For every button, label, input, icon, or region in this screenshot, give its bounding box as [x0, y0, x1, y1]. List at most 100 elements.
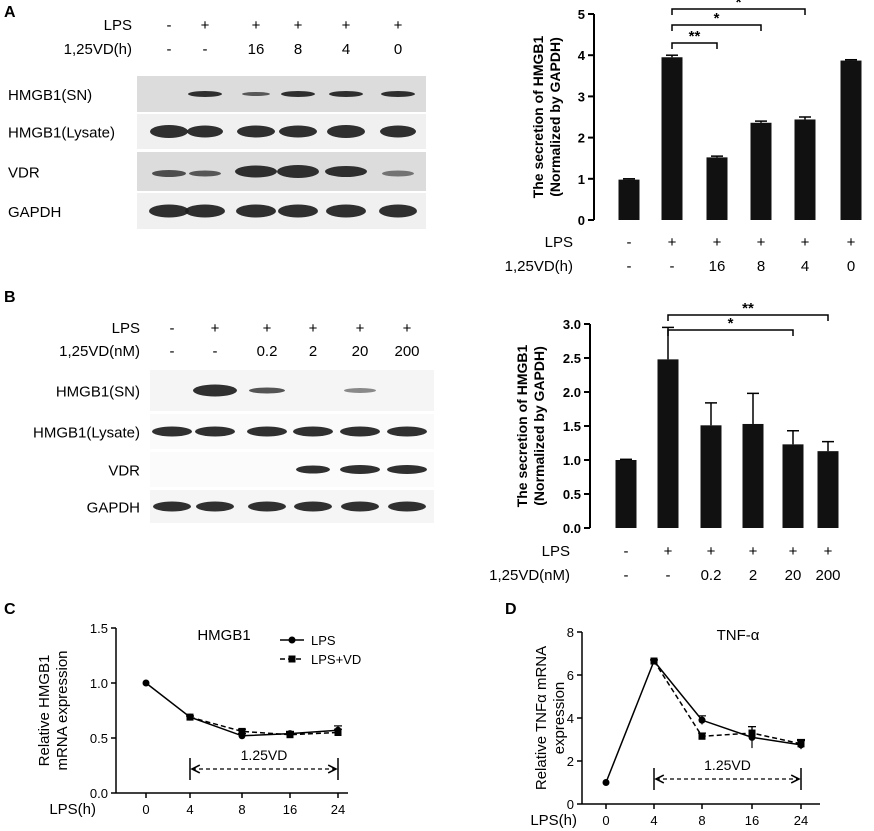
significance-bracket	[671, 8, 806, 15]
blot-band	[277, 165, 319, 178]
category-value: +	[847, 234, 856, 251]
blot-band	[189, 170, 221, 177]
bar	[750, 122, 772, 220]
blot-treatment-label: LPS	[112, 320, 140, 337]
blot-lane-value: +	[252, 17, 261, 34]
category-value: 16	[709, 258, 726, 275]
blot-lane-value: +	[356, 320, 365, 337]
bar	[817, 451, 839, 528]
blot-lane-value: +	[263, 320, 272, 337]
x-tick-label: 0	[602, 813, 609, 828]
y-axis-label: (Normalized by GAPDH)	[531, 346, 547, 505]
category-value: +	[749, 543, 758, 560]
blot-band	[248, 501, 286, 512]
western-blot-b: LPS - + + + + +1,25VD(nM) - - 0.2 2 20 200 HMGB1(SN) H…	[33, 320, 434, 523]
bar	[615, 460, 637, 528]
blot-band	[329, 91, 363, 97]
blot-lane-value: 2	[309, 343, 317, 360]
blot-band-label: VDR	[8, 165, 40, 182]
y-axis-label: The secretion of HMGB1	[530, 36, 546, 199]
y-tick-label: 0	[567, 797, 574, 812]
category-value: +	[801, 234, 810, 251]
significance-bracket	[667, 314, 829, 321]
blot-band	[195, 426, 235, 437]
blot-band-label: HMGB1(Lysate)	[33, 425, 140, 442]
category-value: 2	[749, 567, 757, 584]
blot-band	[381, 91, 415, 97]
blot-band	[326, 204, 366, 218]
category-value: -	[666, 567, 671, 584]
blot-strip	[150, 370, 434, 411]
blot-band	[279, 125, 317, 138]
blot-band-label: VDR	[108, 463, 140, 480]
y-tick-label: 3	[578, 89, 585, 104]
blot-band-label: HMGB1(Lysate)	[8, 125, 115, 142]
panel-c-letter: C	[4, 601, 16, 618]
y-tick-label: 5	[578, 7, 585, 22]
data-point	[334, 729, 342, 736]
bar	[840, 60, 862, 220]
category-value: 20	[785, 567, 802, 584]
blot-band	[296, 465, 330, 474]
y-axis-label: expression	[551, 682, 568, 755]
bar	[742, 423, 764, 528]
category-value: +	[707, 543, 716, 560]
data-point	[602, 779, 610, 786]
data-point	[797, 740, 805, 748]
blot-treatment-label: 1,25VD(h)	[64, 41, 132, 58]
blot-lane-value: +	[309, 320, 318, 337]
blot-band	[237, 125, 275, 138]
blot-lane-value: -	[213, 343, 218, 360]
blot-lane-value: +	[403, 320, 412, 337]
data-point	[286, 731, 294, 739]
blot-lane-value: +	[294, 17, 303, 34]
blot-band	[379, 204, 417, 218]
bar	[706, 157, 728, 220]
significance-mark: **	[689, 28, 701, 45]
blot-band	[294, 501, 332, 512]
blot-band	[150, 125, 188, 138]
bar	[618, 179, 640, 220]
blot-band	[325, 166, 367, 177]
data-point	[186, 713, 194, 721]
bar	[794, 119, 816, 220]
blot-band	[247, 426, 287, 437]
legend-marker	[288, 655, 296, 663]
blot-treatment-label: 1,25VD(nM)	[59, 343, 140, 360]
x-axis-label: LPS(h)	[530, 812, 577, 829]
category-row-label: LPS	[542, 543, 570, 560]
blot-band	[185, 204, 225, 218]
bar	[700, 425, 722, 528]
y-axis-label: mRNA expression	[54, 650, 71, 770]
blot-band	[149, 204, 189, 218]
y-tick-label: 0.5	[90, 731, 108, 746]
blot-band	[281, 91, 315, 97]
category-value: -	[624, 543, 629, 560]
x-axis-label: LPS(h)	[49, 801, 96, 818]
blot-band	[344, 388, 376, 393]
blot-band	[327, 125, 365, 138]
line-chart-c: 0.0 0.5 1.0 1.5 0 4 8 16 24 LPS(h) Relative HMGB1 m…	[36, 621, 361, 818]
y-tick-label: 3.0	[563, 317, 581, 332]
y-tick-label: 2	[578, 131, 585, 146]
blot-band	[387, 426, 427, 437]
x-tick-label: 16	[745, 813, 759, 828]
x-tick-label: 24	[794, 813, 808, 828]
blot-band	[387, 465, 427, 474]
category-value: 8	[757, 258, 765, 275]
blot-band	[152, 170, 186, 177]
blot-lane-value: 0.2	[257, 343, 278, 360]
significance-bracket	[671, 24, 762, 31]
y-tick-label: 1	[578, 172, 585, 187]
blot-band	[235, 165, 277, 178]
x-tick-label: 8	[238, 802, 245, 817]
y-tick-label: 2.0	[563, 385, 581, 400]
blot-lane-value: -	[167, 41, 172, 58]
category-value: +	[668, 234, 677, 251]
blot-lane-value: -	[170, 320, 175, 337]
blot-lane-value: 4	[342, 41, 350, 58]
blot-lane-value: 20	[352, 343, 369, 360]
blot-band-label: HMGB1(SN)	[56, 384, 140, 401]
category-value: +	[664, 543, 673, 560]
